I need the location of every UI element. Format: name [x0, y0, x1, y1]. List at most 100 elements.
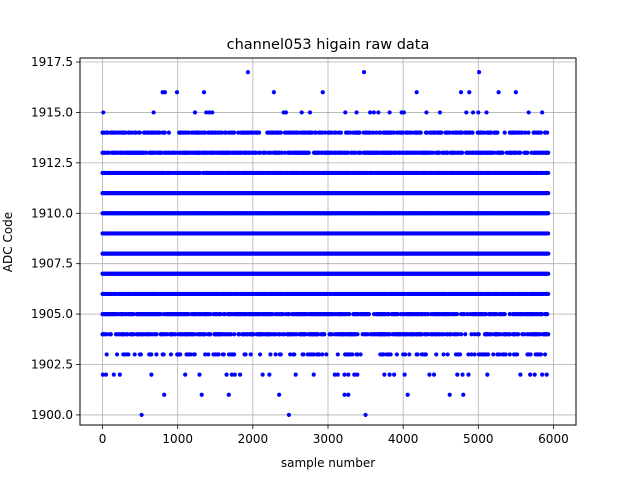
data-point: [293, 372, 298, 377]
data-point: [355, 372, 360, 377]
data-point: [226, 392, 231, 397]
y-tick-label: 1910.0: [31, 206, 73, 220]
data-point: [485, 372, 490, 377]
data-point: [306, 150, 311, 155]
data-point: [149, 352, 154, 357]
data-point: [162, 90, 168, 95]
data-point: [424, 130, 430, 135]
data-point: [219, 130, 224, 135]
data-point: [154, 352, 159, 357]
data-point: [260, 372, 265, 377]
data-point: [273, 352, 278, 357]
data-point: [159, 150, 164, 155]
data-point: [492, 150, 497, 155]
data-point: [117, 372, 122, 377]
data-point: [458, 90, 464, 95]
data-point: [464, 110, 469, 115]
data-point: [329, 130, 334, 135]
data-point: [427, 372, 432, 377]
data-point: [192, 110, 198, 115]
data-point: [431, 150, 436, 155]
data-point: [525, 150, 530, 155]
data-point: [415, 352, 420, 357]
data-point: [515, 352, 520, 357]
data-point: [460, 372, 465, 377]
x-tick-label: 6000: [538, 432, 569, 446]
data-point: [500, 150, 505, 155]
chart-title: channel053 higain raw data: [227, 37, 430, 53]
x-tick-label: 2000: [238, 432, 269, 446]
data-point: [496, 90, 501, 95]
data-point: [470, 110, 476, 115]
data-point: [271, 90, 276, 95]
x-tick-label: 0: [99, 432, 107, 446]
data-point: [149, 372, 154, 377]
data-point: [540, 372, 545, 377]
data-point: [516, 332, 521, 337]
data-point: [313, 130, 319, 135]
data-point: [402, 372, 407, 377]
data-point: [154, 332, 159, 337]
data-point: [348, 130, 353, 135]
data-point: [459, 332, 464, 337]
data-point: [139, 412, 144, 418]
data-point: [367, 110, 373, 115]
y-tick-label: 1907.5: [31, 257, 73, 271]
data-point: [502, 130, 507, 135]
x-tick-label: 1000: [162, 432, 193, 446]
data-point: [320, 90, 325, 95]
data-point: [324, 352, 329, 357]
data-point: [434, 352, 439, 357]
data-point: [283, 110, 289, 115]
data-point: [460, 150, 465, 155]
data-point: [546, 291, 551, 297]
data-point: [545, 311, 550, 317]
data-point: [268, 352, 273, 357]
data-point: [199, 392, 204, 397]
data-point: [123, 130, 128, 135]
data-point: [476, 332, 481, 337]
x-tick-label: 5000: [463, 432, 494, 446]
data-point: [346, 392, 351, 397]
data-point: [223, 130, 228, 135]
data-point: [489, 130, 494, 135]
data-point: [232, 130, 237, 135]
data-point: [414, 90, 419, 95]
data-point: [232, 352, 237, 357]
data-point: [481, 130, 487, 135]
data-point: [335, 372, 340, 377]
data-point: [387, 372, 392, 377]
data-point: [526, 130, 531, 135]
data-point: [256, 130, 262, 135]
data-point: [528, 372, 533, 377]
data-point: [544, 372, 549, 377]
data-point: [382, 372, 387, 377]
data-point: [391, 130, 396, 135]
data-point: [463, 332, 468, 337]
data-point: [347, 311, 352, 317]
data-point: [295, 130, 300, 135]
data-point: [257, 150, 263, 155]
data-point: [126, 352, 131, 357]
data-point: [513, 90, 518, 95]
data-point: [546, 211, 551, 216]
data-point: [392, 372, 397, 377]
data-point: [342, 392, 347, 397]
data-point: [346, 372, 351, 377]
data-point: [431, 372, 437, 377]
data-point: [309, 130, 314, 135]
data-point: [467, 90, 472, 95]
data-point: [503, 352, 508, 357]
data-point: [526, 110, 531, 115]
y-tick-label: 1905.0: [31, 307, 73, 321]
data-point: [546, 170, 551, 176]
data-point: [520, 130, 525, 135]
data-point: [400, 130, 406, 135]
data-point: [361, 70, 367, 75]
data-point: [424, 110, 429, 115]
data-point: [401, 110, 407, 115]
data-point: [523, 130, 528, 135]
data-point: [224, 372, 229, 377]
data-point: [186, 130, 191, 135]
data-point: [455, 372, 460, 377]
